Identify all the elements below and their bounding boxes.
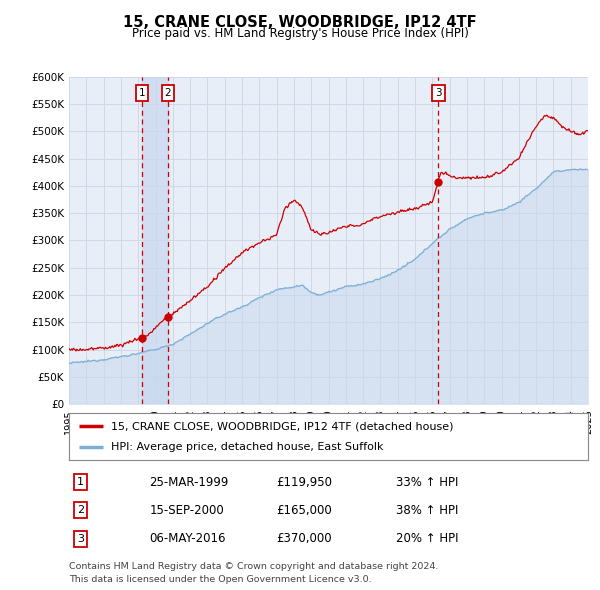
Text: Contains HM Land Registry data © Crown copyright and database right 2024.: Contains HM Land Registry data © Crown c… xyxy=(69,562,439,571)
Text: £119,950: £119,950 xyxy=(277,476,332,489)
Text: 38% ↑ HPI: 38% ↑ HPI xyxy=(396,504,458,517)
Text: £165,000: £165,000 xyxy=(277,504,332,517)
Text: 06-MAY-2016: 06-MAY-2016 xyxy=(149,532,226,545)
Text: 15-SEP-2000: 15-SEP-2000 xyxy=(149,504,224,517)
Text: 1: 1 xyxy=(77,477,84,487)
Text: This data is licensed under the Open Government Licence v3.0.: This data is licensed under the Open Gov… xyxy=(69,575,371,584)
Text: £370,000: £370,000 xyxy=(277,532,332,545)
Text: 2: 2 xyxy=(77,506,84,515)
Text: 25-MAR-1999: 25-MAR-1999 xyxy=(149,476,229,489)
Text: 15, CRANE CLOSE, WOODBRIDGE, IP12 4TF: 15, CRANE CLOSE, WOODBRIDGE, IP12 4TF xyxy=(123,15,477,30)
Text: HPI: Average price, detached house, East Suffolk: HPI: Average price, detached house, East… xyxy=(110,442,383,453)
Bar xyxy=(142,77,168,404)
Text: 20% ↑ HPI: 20% ↑ HPI xyxy=(396,532,458,545)
Text: 1: 1 xyxy=(139,88,145,98)
Text: Price paid vs. HM Land Registry's House Price Index (HPI): Price paid vs. HM Land Registry's House … xyxy=(131,27,469,40)
Text: 2: 2 xyxy=(164,88,171,98)
Text: 3: 3 xyxy=(435,88,442,98)
Text: 3: 3 xyxy=(77,534,84,543)
Text: 15, CRANE CLOSE, WOODBRIDGE, IP12 4TF (detached house): 15, CRANE CLOSE, WOODBRIDGE, IP12 4TF (d… xyxy=(110,421,453,431)
Text: 33% ↑ HPI: 33% ↑ HPI xyxy=(396,476,458,489)
